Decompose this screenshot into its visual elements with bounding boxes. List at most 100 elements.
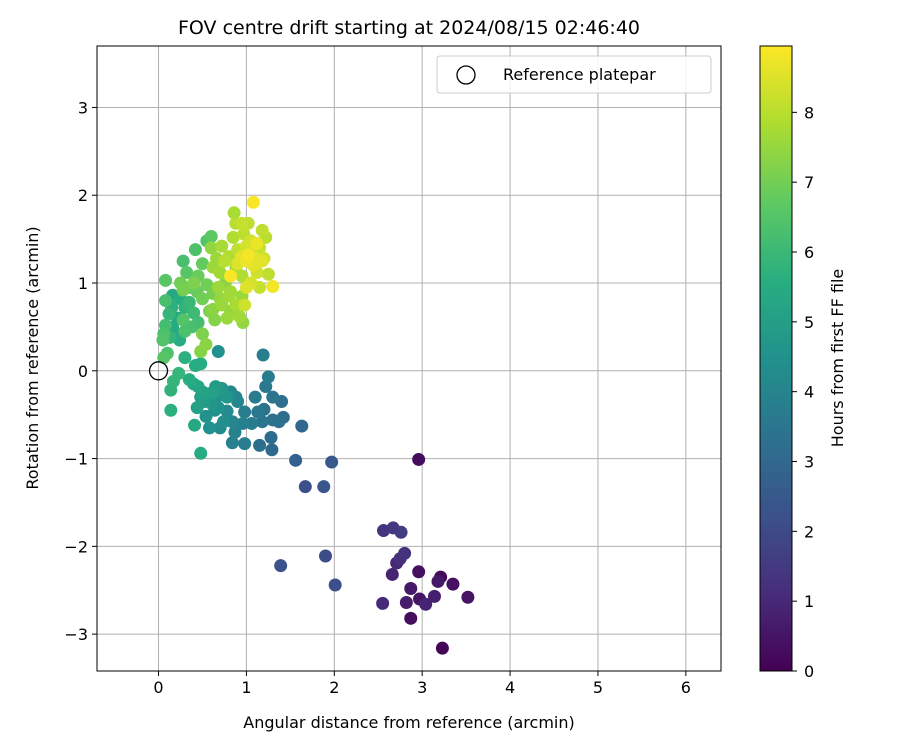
data-point	[431, 574, 445, 588]
data-point	[182, 373, 196, 387]
data-point	[404, 611, 418, 625]
data-point	[261, 370, 275, 384]
data-point	[255, 254, 269, 268]
data-point	[187, 276, 201, 290]
legend-label: Reference platepar	[503, 65, 656, 84]
data-point	[261, 267, 275, 281]
data-point	[194, 357, 208, 371]
data-point	[217, 415, 231, 429]
data-point	[266, 390, 280, 404]
data-point	[253, 438, 267, 452]
data-point	[232, 309, 246, 323]
data-point	[255, 223, 269, 237]
data-point	[289, 453, 303, 467]
data-point	[217, 254, 231, 268]
data-point	[202, 421, 216, 435]
data-point	[228, 425, 242, 439]
x-tick-label: 4	[505, 678, 515, 697]
data-point	[251, 405, 265, 419]
y-tick-label: −2	[64, 537, 88, 556]
data-point	[412, 565, 426, 579]
data-point	[204, 241, 218, 255]
data-point	[164, 403, 178, 417]
colorbar-tick-label: 7	[804, 173, 814, 192]
data-point	[404, 581, 418, 595]
colorbar-tick-label: 6	[804, 243, 814, 262]
y-tick-label: −1	[64, 450, 88, 469]
data-point	[215, 298, 229, 312]
y-axis-label: Rotation from reference (arcmin)	[23, 226, 42, 489]
data-point	[238, 437, 252, 451]
data-point	[211, 344, 225, 358]
data-point	[176, 254, 190, 268]
data-point	[204, 229, 218, 243]
data-point	[446, 577, 460, 591]
data-point	[176, 283, 190, 297]
colorbar-tick-label: 4	[804, 383, 814, 402]
data-point	[328, 578, 342, 592]
data-point	[236, 416, 250, 430]
data-point	[208, 313, 222, 327]
data-point	[399, 596, 413, 610]
data-point	[178, 351, 192, 365]
colorbar-tick-label: 8	[804, 103, 814, 122]
colorbar-gradient	[759, 45, 793, 672]
chart-title: FOV centre drift starting at 2024/08/15 …	[178, 17, 640, 39]
colorbar-ticks: 0 1 2 3 4 5 6 7 8	[792, 103, 814, 681]
data-point	[248, 390, 262, 404]
data-point	[250, 237, 264, 251]
data-point	[194, 446, 208, 460]
y-tick-label: −3	[64, 625, 88, 644]
data-point	[215, 239, 229, 253]
data-point	[298, 480, 312, 494]
data-point	[266, 413, 280, 427]
data-point	[211, 280, 225, 294]
data-point	[255, 415, 269, 429]
data-point	[156, 333, 170, 347]
data-point	[159, 294, 173, 308]
data-point	[195, 292, 209, 306]
data-point	[246, 195, 260, 209]
data-point	[385, 567, 399, 581]
data-point	[435, 641, 449, 655]
data-point	[188, 243, 202, 257]
data-point	[235, 269, 249, 283]
data-point	[225, 436, 239, 450]
data-point	[266, 280, 280, 294]
data-point	[398, 546, 412, 560]
legend-marker-open-circle	[456, 65, 476, 85]
y-tick-label: 0	[78, 362, 88, 381]
data-point	[157, 351, 171, 365]
plot-frame	[96, 45, 722, 672]
y-tick-label: 2	[78, 186, 88, 205]
data-point	[264, 431, 278, 445]
data-point	[231, 395, 245, 409]
data-point	[220, 311, 234, 325]
reference-point-marker	[148, 361, 169, 381]
data-point	[319, 549, 333, 563]
data-point	[172, 366, 186, 380]
data-point	[195, 257, 209, 271]
data-point	[180, 265, 194, 279]
data-point	[226, 230, 240, 244]
data-point	[412, 452, 426, 466]
colorbar: 0 1 2 3 4 5 6 7 8 Hours from first FF file	[759, 45, 847, 681]
x-tick-label: 6	[681, 678, 691, 697]
data-point	[419, 597, 433, 611]
data-point	[199, 337, 213, 351]
reference-marker	[148, 361, 169, 381]
colorbar-tick-label: 3	[804, 453, 814, 472]
x-tick-label: 5	[593, 678, 603, 697]
data-point	[239, 280, 253, 294]
data-point	[461, 590, 475, 604]
data-point	[394, 525, 408, 539]
data-point	[178, 324, 192, 338]
data-point	[195, 327, 209, 341]
x-tick-label: 0	[153, 678, 163, 697]
data-point	[176, 313, 190, 327]
data-point	[187, 306, 201, 320]
x-tick-label: 1	[241, 678, 251, 697]
y-tick-label: 1	[78, 274, 88, 293]
data-point	[274, 559, 288, 573]
